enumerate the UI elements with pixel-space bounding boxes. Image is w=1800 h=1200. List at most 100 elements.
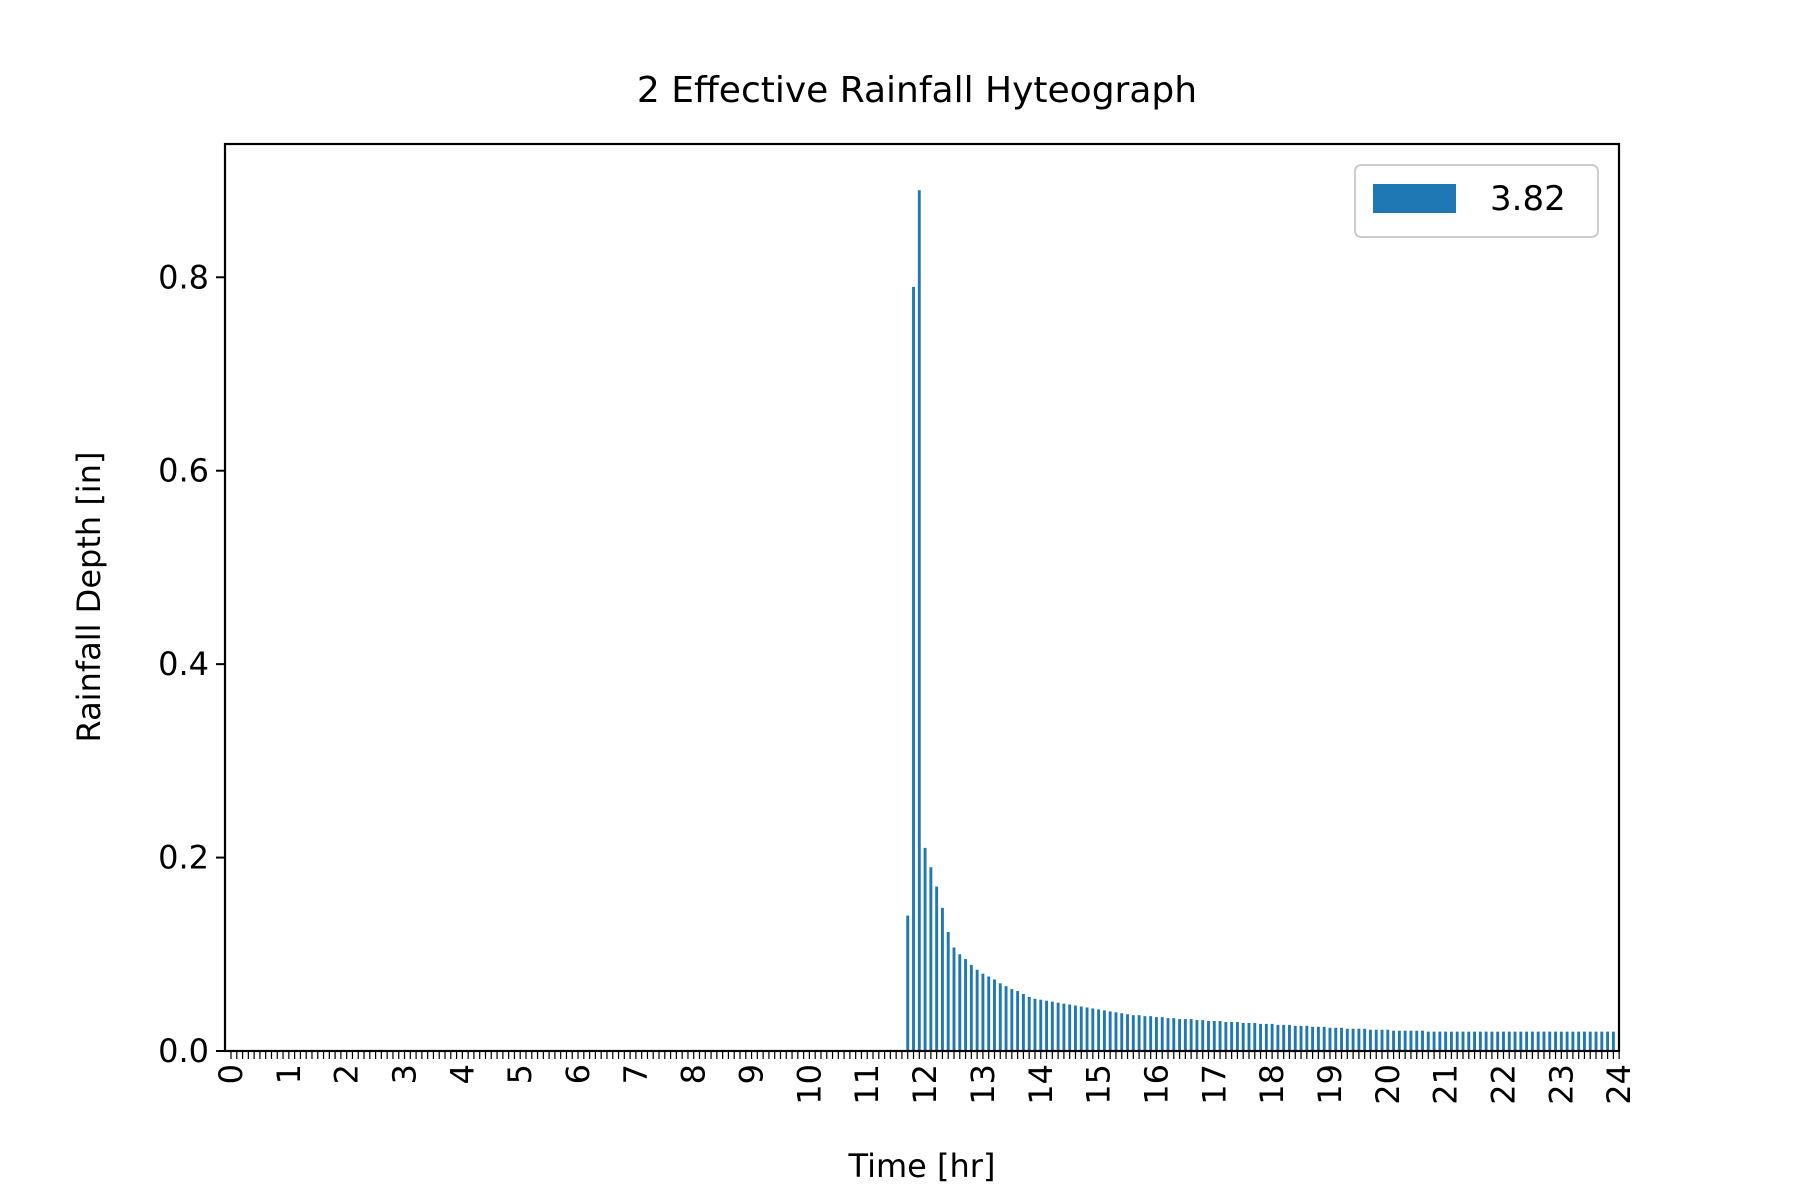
bar xyxy=(923,847,927,1051)
y-tick-label: 0.8 xyxy=(158,258,209,296)
bar xyxy=(1241,1022,1245,1051)
bar xyxy=(1380,1029,1384,1051)
x-tick-label: 6 xyxy=(559,1064,597,1084)
bar xyxy=(1207,1021,1210,1051)
bar xyxy=(1311,1026,1315,1051)
bar xyxy=(1374,1029,1378,1051)
bar xyxy=(1403,1030,1407,1051)
bar xyxy=(1253,1022,1257,1051)
bar xyxy=(1478,1031,1482,1051)
bar xyxy=(935,886,939,1051)
bar xyxy=(1473,1031,1476,1051)
bar xyxy=(1299,1025,1303,1051)
bar xyxy=(1114,1012,1118,1051)
bar xyxy=(1461,1031,1465,1051)
bar xyxy=(946,932,950,1051)
bar xyxy=(1542,1031,1546,1051)
bar xyxy=(1149,1016,1153,1051)
bar xyxy=(1102,1010,1106,1051)
y-axis-ticks: 0.0 0.2 0.4 0.6 0.8 xyxy=(158,258,225,1070)
bar xyxy=(1571,1031,1575,1051)
bar xyxy=(1293,1025,1297,1051)
bar xyxy=(1183,1019,1187,1051)
bar xyxy=(1091,1008,1095,1051)
x-tick-label: 8 xyxy=(675,1064,713,1084)
bar xyxy=(975,969,979,1051)
x-tick-label: 22 xyxy=(1484,1064,1522,1105)
x-tick-label: 4 xyxy=(443,1064,481,1084)
y-axis-label: Rainfall Depth [in] xyxy=(70,452,108,743)
x-tick-label: 7 xyxy=(617,1064,655,1084)
bar xyxy=(981,973,985,1051)
bar xyxy=(1502,1031,1505,1051)
bar xyxy=(1444,1031,1448,1051)
bar xyxy=(1351,1028,1355,1051)
x-tick-label: 15 xyxy=(1080,1064,1118,1105)
bar xyxy=(958,954,962,1051)
bar xyxy=(1415,1030,1419,1051)
bar xyxy=(1548,1031,1552,1051)
bar xyxy=(1588,1031,1592,1051)
bar xyxy=(1328,1027,1332,1051)
bar xyxy=(1097,1009,1101,1051)
bar xyxy=(1045,1000,1048,1051)
bar xyxy=(993,979,996,1051)
bar xyxy=(1357,1028,1361,1051)
bar xyxy=(917,190,921,1052)
x-tick-label: 18 xyxy=(1253,1064,1291,1105)
bar xyxy=(1554,1031,1557,1051)
bar xyxy=(1160,1017,1164,1051)
bar xyxy=(1496,1031,1500,1051)
x-tick-label: 17 xyxy=(1195,1064,1233,1105)
bar xyxy=(1513,1031,1517,1051)
bar xyxy=(1224,1021,1228,1051)
bar xyxy=(1322,1026,1326,1051)
x-tick-label: 21 xyxy=(1427,1064,1465,1105)
bar xyxy=(1074,1005,1077,1051)
bar xyxy=(1264,1023,1268,1051)
bar-series xyxy=(906,190,1615,1052)
bar xyxy=(1316,1026,1320,1051)
bar xyxy=(1397,1030,1401,1051)
bar xyxy=(1519,1031,1523,1051)
bar xyxy=(1426,1031,1430,1051)
x-tick-label: 16 xyxy=(1137,1064,1175,1105)
bar xyxy=(1449,1031,1453,1051)
bar xyxy=(1559,1031,1563,1051)
bar xyxy=(1166,1018,1170,1051)
bar xyxy=(1611,1031,1615,1051)
bar xyxy=(1282,1024,1286,1051)
bar xyxy=(1108,1011,1112,1051)
y-tick-label: 0.6 xyxy=(158,452,209,490)
bar xyxy=(1062,1003,1066,1051)
bar xyxy=(969,964,973,1051)
x-tick-label: 5 xyxy=(501,1064,539,1084)
bar xyxy=(1039,999,1043,1051)
bar xyxy=(1340,1027,1343,1051)
legend-swatch xyxy=(1373,184,1456,213)
bar xyxy=(1565,1031,1569,1051)
bar xyxy=(1606,1031,1610,1051)
bar xyxy=(1600,1031,1604,1051)
bar xyxy=(1288,1024,1291,1051)
bar xyxy=(1455,1031,1459,1051)
x-tick-label: 3 xyxy=(386,1064,424,1084)
x-tick-label: 24 xyxy=(1600,1064,1638,1105)
bar xyxy=(1235,1021,1239,1051)
y-tick-label: 0.4 xyxy=(158,645,209,683)
x-tick-label: 23 xyxy=(1542,1064,1580,1105)
bar xyxy=(1120,1013,1124,1051)
legend-label: 3.82 xyxy=(1490,179,1566,219)
bar xyxy=(1212,1021,1216,1051)
x-tick-label: 14 xyxy=(1022,1064,1060,1105)
bar xyxy=(998,983,1002,1051)
bar xyxy=(1085,1007,1089,1051)
x-tick-label: 19 xyxy=(1311,1064,1349,1105)
bar xyxy=(1218,1021,1222,1051)
bar xyxy=(1525,1031,1529,1051)
x-tick-label: 9 xyxy=(733,1064,771,1084)
legend: 3.82 xyxy=(1354,164,1599,238)
bar xyxy=(1201,1020,1205,1051)
x-tick-label: 0 xyxy=(212,1064,250,1084)
